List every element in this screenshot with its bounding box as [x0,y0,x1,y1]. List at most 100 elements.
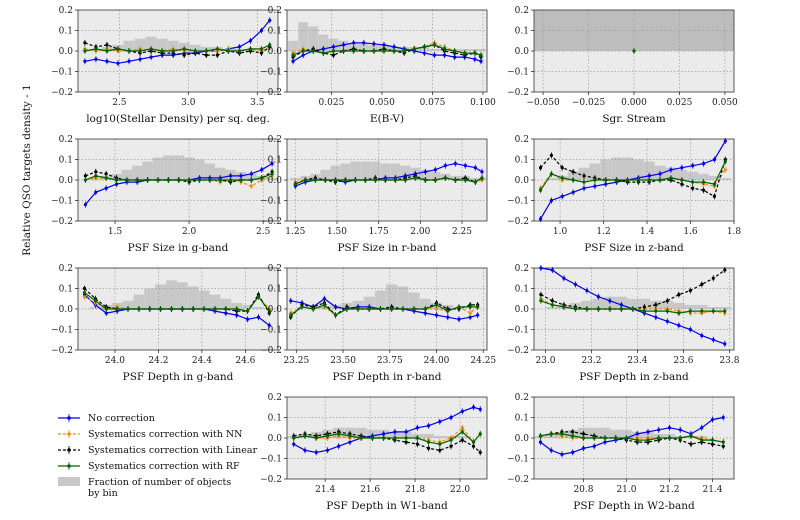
panel-depth_w2: −0.2 −0.1 0.0 0.1 0.2 20.8 21.0 21.2 21.4 PSF Dep… [507,393,735,512]
data-point-no_correction [654,315,658,319]
data-point-no_correction [434,313,439,317]
data-point-rf [311,307,315,311]
data-point-rf [433,178,437,182]
data-point-no_correction [228,174,233,178]
data-point-no_correction [291,59,295,63]
data-point-no_correction [677,323,681,327]
data-point-rf [677,311,681,315]
y-tick-label: 0.0 [515,434,530,444]
y-tick-label: −0.2 [260,88,282,98]
y-tick-label: 0.2 [268,393,282,403]
hist-bar [123,40,135,51]
y-tick-label: 0.2 [515,393,529,403]
hist-bar [132,165,143,180]
y-tick-label: −0.2 [507,88,529,98]
data-point-rf [689,434,693,438]
x-tick-label: 0.050 [369,98,395,108]
y-tick-label: 0.2 [59,264,73,274]
y-tick-label: −0.1 [260,455,282,465]
x-tick-label: 1.8 [727,227,742,237]
legend-item-no_correction: No correction [58,413,155,424]
y-tick-label: 0.2 [515,6,529,16]
x-tick-label: 0.075 [420,98,446,108]
data-point-no_correction [314,450,318,454]
data-point-linear [581,432,586,436]
data-point-rf [688,309,692,313]
data-point-no_correction [710,417,715,422]
hist-bar [380,163,391,180]
x-tick-label: 0.025 [319,98,345,108]
hist-bar [434,435,446,438]
data-point-rf [218,178,222,182]
data-point-rf [204,49,208,53]
data-point-rf [182,47,186,51]
data-point-no_correction [292,442,296,446]
y-tick-label: 0.0 [59,176,74,186]
y-tick-label: 0.1 [59,285,73,295]
data-point-linear [259,51,264,55]
data-point-no_correction [723,342,727,346]
data-point-rf [631,307,635,311]
data-point-nn [82,295,87,299]
data-point-no_correction [362,41,366,45]
x-tick-label: 21.2 [659,485,679,495]
data-point-rf [370,436,374,440]
data-point-rf [582,180,586,184]
data-point-no_correction [678,428,682,432]
x-tick-label: 24.6 [235,356,255,366]
data-point-rf [322,303,326,307]
data-point-linear [721,444,725,448]
data-point-no_correction [83,59,87,63]
y-tick-label: −0.2 [51,217,73,227]
hist-bar [545,177,557,180]
series-line-linear [540,154,726,198]
y-tick-label: 0.2 [515,264,529,274]
data-point-no_correction [476,313,480,317]
data-point-no_correction [415,426,419,430]
series-line-rf [539,161,726,191]
panel-depth_z: −0.2 −0.1 0.0 0.1 0.2 23.0 23.2 23.4 23.6 23.8 PSF… [507,264,740,383]
data-point-no_correction [289,299,293,303]
data-point-rf [293,182,297,186]
hist-bar [456,435,468,438]
y-tick-label: 0.0 [268,176,283,186]
hist-bar [589,163,601,180]
data-point-rf [711,309,715,313]
series-line-linear [292,44,482,58]
legend-swatch-hist [58,477,80,486]
hist-bar [696,304,708,309]
data-point-no_correction [562,276,566,280]
data-point-no_correction [468,315,472,319]
data-point-rf [83,49,87,53]
x-tick-label: 1.75 [369,227,389,237]
hist-bar [176,282,188,309]
x-tick-label: 1.5 [108,227,123,237]
hist-bar [420,169,431,180]
data-point-no_correction [658,172,662,176]
data-point-rf [442,47,447,51]
data-point-rf [434,303,439,307]
hist-bar [400,165,411,180]
data-point-rf [721,440,725,444]
data-point-no_correction [665,319,669,323]
data-point-rf [171,49,175,53]
hist-bar [173,155,184,180]
x-tick-label: 1.2 [596,227,610,237]
data-point-rf [438,442,442,446]
data-point-no_correction [404,430,408,434]
data-point-rf [268,43,272,47]
hist-bar [288,40,299,51]
data-point-rf [127,49,131,53]
data-point-rf [83,178,88,182]
hist-bar [145,36,157,51]
y-tick-label: −0.2 [507,475,529,485]
y-tick-label: 0.1 [59,156,73,166]
data-point-linear [449,444,453,448]
data-point-nn [460,426,464,430]
data-point-linear [83,174,88,178]
hist-bar [163,155,174,180]
data-point-no_correction [592,444,596,448]
